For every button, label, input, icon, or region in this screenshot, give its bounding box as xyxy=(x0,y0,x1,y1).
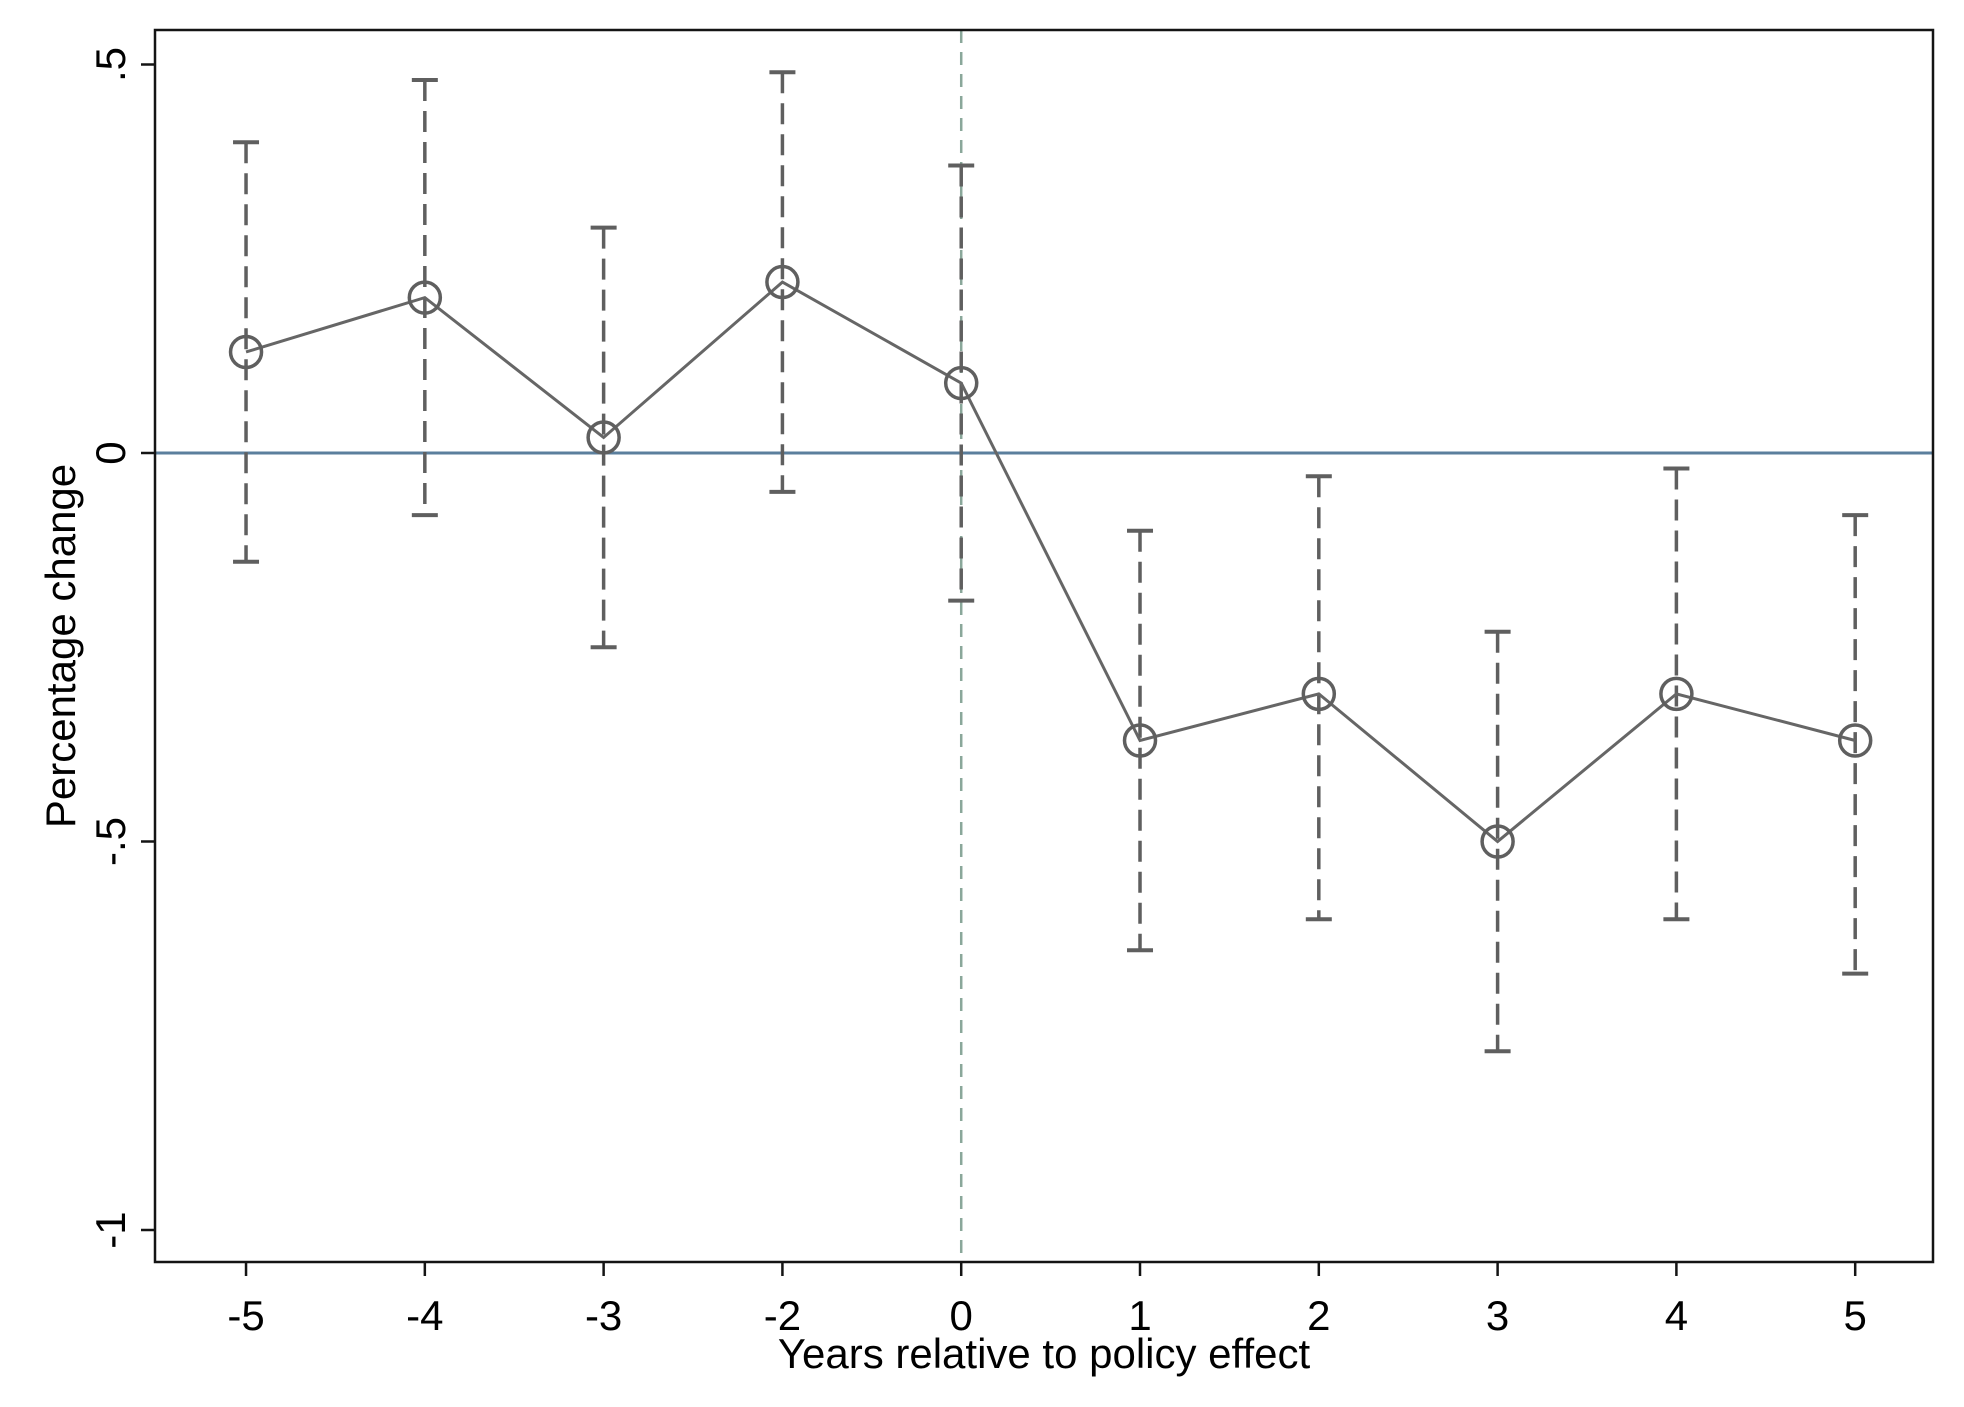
x-axis-title: Years relative to policy effect xyxy=(778,1330,1311,1377)
x-axis-tick-label: 1 xyxy=(1128,1292,1151,1339)
axes-layer: .5 0 -.5 -1 -5 -4 -3 -2 0 1 2 3 4 5 xyxy=(87,28,1935,1339)
y-axis-tick-label: -.5 xyxy=(87,817,134,866)
reference-lines-layer xyxy=(155,30,1933,1262)
x-axis-tick-label: 0 xyxy=(950,1292,973,1339)
x-axis-tick-label: 5 xyxy=(1844,1292,1867,1339)
x-axis-tick-label: 2 xyxy=(1307,1292,1330,1339)
data-point-marker xyxy=(586,420,621,455)
y-axis-tick-label: -1 xyxy=(87,1211,134,1248)
y-axis-tick-label: .5 xyxy=(87,47,134,82)
y-axis-title: Percentage change xyxy=(37,464,84,828)
data-point-marker xyxy=(765,264,800,300)
data-point-marker xyxy=(228,334,264,370)
x-axis-tick-label: 3 xyxy=(1486,1292,1509,1339)
x-axis-tick-label: -5 xyxy=(227,1292,264,1339)
point-estimate-line xyxy=(245,280,1856,844)
data-point-marker xyxy=(1480,824,1515,859)
x-axis-tick-label: -2 xyxy=(764,1292,801,1339)
plot-frame xyxy=(153,28,1935,1264)
data-point-marker xyxy=(943,365,979,401)
x-axis-tick-label: -4 xyxy=(406,1292,443,1339)
series-layer xyxy=(228,70,1873,1054)
data-point-marker xyxy=(407,280,443,315)
data-point-marker xyxy=(1837,723,1873,758)
x-axis-tick-label: -3 xyxy=(585,1292,622,1339)
y-axis-tick-label: 0 xyxy=(87,441,134,464)
x-axis-tick-label: 4 xyxy=(1665,1292,1688,1339)
data-point-marker xyxy=(1659,676,1694,712)
data-point-marker xyxy=(1301,676,1337,712)
data-point-marker xyxy=(1122,723,1158,758)
